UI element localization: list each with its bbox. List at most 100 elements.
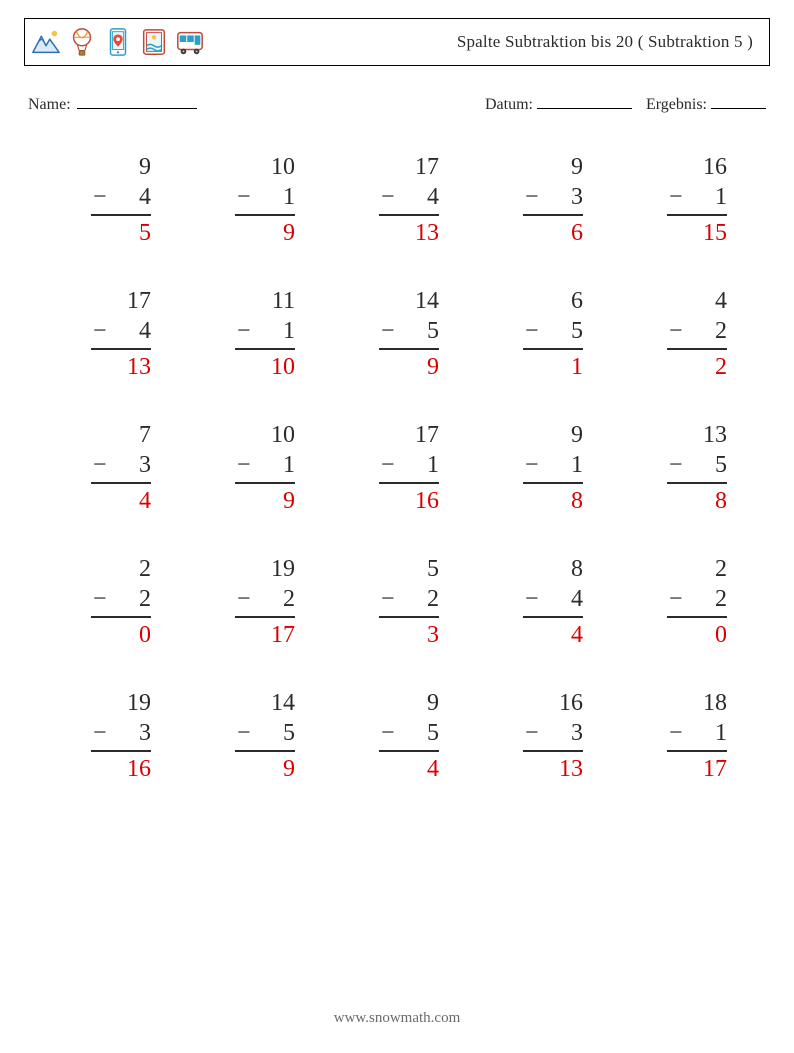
minus-sign: − xyxy=(667,450,683,480)
subtraction-problem: 6−51 xyxy=(499,286,583,382)
minuend: 16 xyxy=(667,152,727,182)
subtrahend: 4 xyxy=(139,316,151,346)
subtrahend: 4 xyxy=(139,182,151,212)
subtrahend-row: −3 xyxy=(523,718,583,752)
minus-sign: − xyxy=(523,450,539,480)
subtraction-problem: 13−58 xyxy=(643,420,727,516)
name-label: Name: xyxy=(28,96,71,114)
footer-link[interactable]: www.snowmath.com xyxy=(24,1010,770,1053)
subtrahend: 1 xyxy=(283,182,295,212)
name-blank[interactable] xyxy=(77,92,197,109)
minuend: 9 xyxy=(523,420,583,450)
subtraction-problem: 18−117 xyxy=(643,688,727,784)
minuend: 16 xyxy=(523,688,583,718)
minus-sign: − xyxy=(379,718,395,748)
answer: 10 xyxy=(235,350,295,382)
subtrahend: 3 xyxy=(139,450,151,480)
minuend: 18 xyxy=(667,688,727,718)
subtrahend: 5 xyxy=(427,718,439,748)
subtrahend: 3 xyxy=(571,182,583,212)
meta-row: Name: Datum: Ergebnis: xyxy=(28,92,766,114)
subtraction-problem: 19−217 xyxy=(211,554,295,650)
subtrahend-row: −2 xyxy=(91,584,151,618)
minus-sign: − xyxy=(667,316,683,346)
tablet-waves-icon xyxy=(139,27,169,57)
subtrahend-row: −1 xyxy=(667,718,727,752)
meta-date: Datum: xyxy=(485,92,632,114)
meta-name: Name: xyxy=(28,92,197,114)
subtrahend-row: −1 xyxy=(235,182,295,216)
answer: 8 xyxy=(523,484,583,516)
minuend: 6 xyxy=(523,286,583,316)
subtrahend: 4 xyxy=(427,182,439,212)
answer: 9 xyxy=(235,752,295,784)
worksheet-page: Spalte Subtraktion bis 20 ( Subtraktion … xyxy=(0,0,794,1053)
minus-sign: − xyxy=(235,316,251,346)
minuend: 5 xyxy=(379,554,439,584)
minus-sign: − xyxy=(523,718,539,748)
answer: 9 xyxy=(379,350,439,382)
subtrahend: 2 xyxy=(715,584,727,614)
subtrahend: 1 xyxy=(715,182,727,212)
minus-sign: − xyxy=(235,584,251,614)
subtraction-problem: 17−413 xyxy=(355,152,439,248)
subtrahend-row: −3 xyxy=(523,182,583,216)
minus-sign: − xyxy=(91,450,107,480)
answer: 8 xyxy=(667,484,727,516)
answer: 9 xyxy=(235,216,295,248)
minus-sign: − xyxy=(91,182,107,212)
minuend: 2 xyxy=(91,554,151,584)
subtrahend-row: −1 xyxy=(667,182,727,216)
minuend: 9 xyxy=(91,152,151,182)
answer: 17 xyxy=(235,618,295,650)
subtrahend: 3 xyxy=(139,718,151,748)
subtrahend-row: −3 xyxy=(91,718,151,752)
minuend: 11 xyxy=(235,286,295,316)
minus-sign: − xyxy=(379,584,395,614)
minus-sign: − xyxy=(235,718,251,748)
bus-icon xyxy=(175,27,205,57)
subtrahend-row: −4 xyxy=(91,316,151,350)
minus-sign: − xyxy=(667,584,683,614)
minus-sign: − xyxy=(379,316,395,346)
subtraction-problem: 14−59 xyxy=(211,688,295,784)
minuend: 14 xyxy=(379,286,439,316)
minus-sign: − xyxy=(235,450,251,480)
answer: 13 xyxy=(523,752,583,784)
minus-sign: − xyxy=(667,718,683,748)
subtrahend-row: −2 xyxy=(379,584,439,618)
subtrahend-row: −5 xyxy=(379,718,439,752)
date-blank[interactable] xyxy=(537,92,632,109)
mountain-icon xyxy=(31,27,61,57)
subtraction-problem: 16−115 xyxy=(643,152,727,248)
minuend: 7 xyxy=(91,420,151,450)
subtraction-problem: 10−19 xyxy=(211,420,295,516)
subtrahend-row: −5 xyxy=(235,718,295,752)
minus-sign: − xyxy=(379,450,395,480)
answer: 3 xyxy=(379,618,439,650)
subtrahend-row: −1 xyxy=(235,450,295,484)
minuend: 17 xyxy=(91,286,151,316)
subtraction-problem: 14−59 xyxy=(355,286,439,382)
minuend: 14 xyxy=(235,688,295,718)
subtrahend: 2 xyxy=(427,584,439,614)
subtrahend-row: −4 xyxy=(523,584,583,618)
subtraction-problem: 2−20 xyxy=(643,554,727,650)
subtrahend: 4 xyxy=(571,584,583,614)
minuend: 19 xyxy=(235,554,295,584)
minuend: 2 xyxy=(667,554,727,584)
answer: 0 xyxy=(667,618,727,650)
subtrahend-row: −1 xyxy=(235,316,295,350)
result-label: Ergebnis: xyxy=(646,96,707,113)
result-blank[interactable] xyxy=(711,92,766,109)
header-icon-row xyxy=(31,27,205,57)
subtraction-problem: 9−54 xyxy=(355,688,439,784)
minus-sign: − xyxy=(91,316,107,346)
subtrahend-row: −2 xyxy=(667,316,727,350)
minuend: 13 xyxy=(667,420,727,450)
subtrahend: 1 xyxy=(283,316,295,346)
subtrahend: 5 xyxy=(283,718,295,748)
minuend: 17 xyxy=(379,152,439,182)
answer: 4 xyxy=(91,484,151,516)
header-box: Spalte Subtraktion bis 20 ( Subtraktion … xyxy=(24,18,770,66)
